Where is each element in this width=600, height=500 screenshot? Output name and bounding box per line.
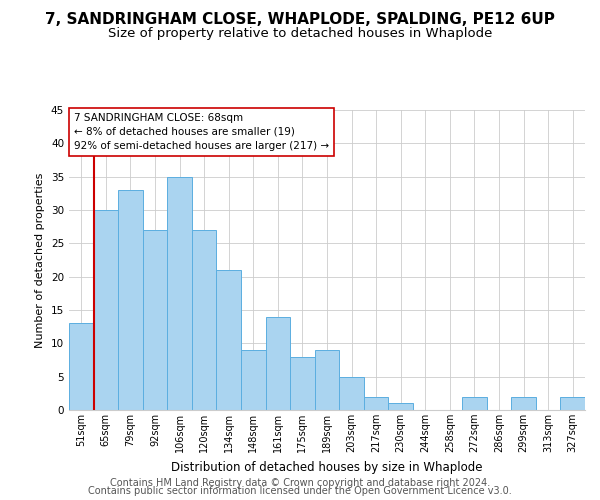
Bar xyxy=(462,396,487,410)
Text: Contains public sector information licensed under the Open Government Licence v3: Contains public sector information licen… xyxy=(88,486,512,496)
Text: Size of property relative to detached houses in Whaplode: Size of property relative to detached ho… xyxy=(108,28,492,40)
Bar xyxy=(143,230,167,410)
Bar xyxy=(94,210,118,410)
Text: Contains HM Land Registry data © Crown copyright and database right 2024.: Contains HM Land Registry data © Crown c… xyxy=(110,478,490,488)
Bar xyxy=(217,270,241,410)
Bar xyxy=(339,376,364,410)
Bar xyxy=(290,356,315,410)
Bar xyxy=(388,404,413,410)
Bar xyxy=(241,350,266,410)
Bar xyxy=(167,176,192,410)
Bar xyxy=(560,396,585,410)
Bar xyxy=(315,350,339,410)
Text: 7, SANDRINGHAM CLOSE, WHAPLODE, SPALDING, PE12 6UP: 7, SANDRINGHAM CLOSE, WHAPLODE, SPALDING… xyxy=(45,12,555,28)
Bar xyxy=(69,324,94,410)
Text: 7 SANDRINGHAM CLOSE: 68sqm
← 8% of detached houses are smaller (19)
92% of semi-: 7 SANDRINGHAM CLOSE: 68sqm ← 8% of detac… xyxy=(74,113,329,151)
Bar xyxy=(118,190,143,410)
Bar xyxy=(192,230,217,410)
Bar xyxy=(266,316,290,410)
Bar xyxy=(364,396,388,410)
Bar xyxy=(511,396,536,410)
Y-axis label: Number of detached properties: Number of detached properties xyxy=(35,172,46,348)
X-axis label: Distribution of detached houses by size in Whaplode: Distribution of detached houses by size … xyxy=(171,460,483,473)
